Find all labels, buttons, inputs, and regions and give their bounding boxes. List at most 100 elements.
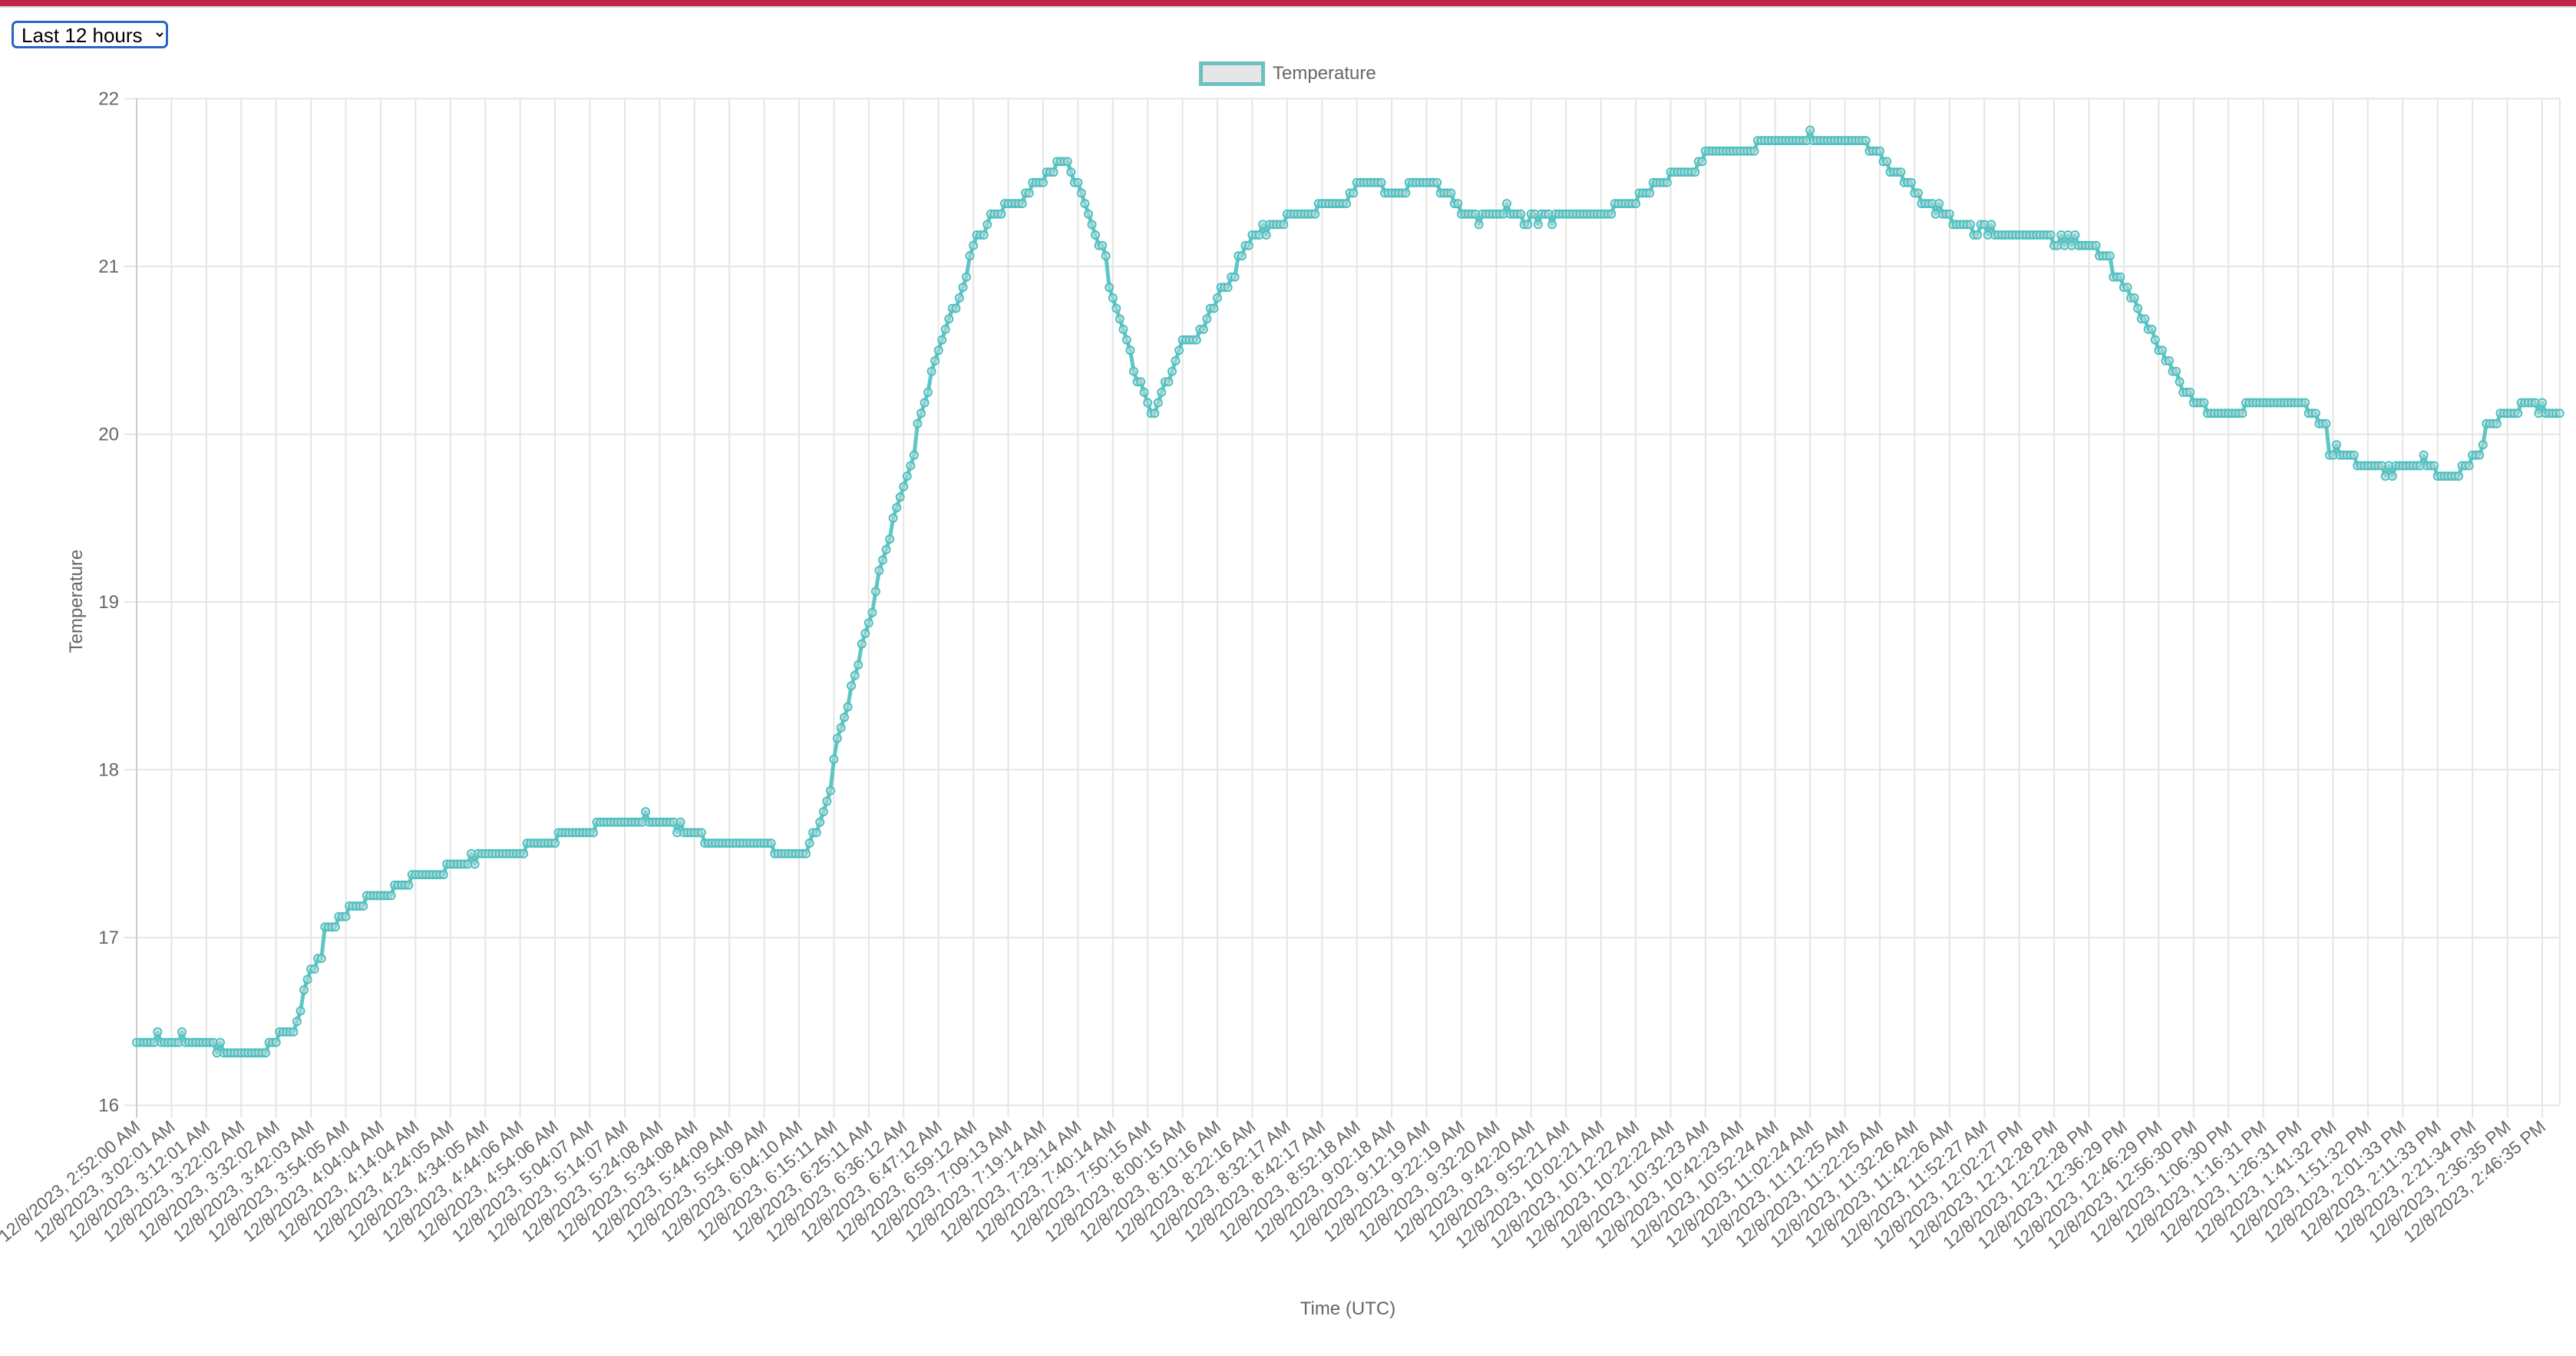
data-point xyxy=(1237,251,1247,261)
data-point xyxy=(1121,335,1131,345)
time-range-select[interactable]: Last 12 hours xyxy=(12,21,168,48)
series-points-temperature xyxy=(132,125,2564,1058)
data-point xyxy=(2492,418,2502,428)
legend-swatch-temperature[interactable] xyxy=(1199,61,1265,86)
data-point xyxy=(1342,199,1352,209)
data-point xyxy=(2387,471,2397,481)
chart-legend[interactable]: Temperature xyxy=(1199,61,1376,86)
data-point xyxy=(2464,461,2474,471)
legend-label-temperature[interactable]: Temperature xyxy=(1273,63,1376,84)
data-point xyxy=(309,964,319,974)
data-point xyxy=(1432,177,1442,187)
data-point xyxy=(2199,398,2209,408)
data-point xyxy=(271,1037,281,1047)
data-point xyxy=(1261,230,1271,240)
data-point xyxy=(1038,177,1048,187)
data-point xyxy=(2157,346,2167,356)
data-point xyxy=(1631,199,1641,209)
data-point xyxy=(937,335,947,345)
data-point xyxy=(2300,398,2310,408)
data-point xyxy=(1401,188,1411,198)
data-point xyxy=(2115,272,2125,282)
data-point xyxy=(289,1027,299,1037)
data-point xyxy=(1024,188,1034,198)
data-point xyxy=(358,901,368,911)
data-point xyxy=(1157,387,1167,397)
y-tick-label: 21 xyxy=(98,256,119,277)
data-point xyxy=(906,461,916,471)
data-point xyxy=(1690,167,1700,177)
data-point xyxy=(1129,366,1138,376)
data-point xyxy=(2555,408,2564,418)
data-point xyxy=(2349,450,2359,460)
data-point xyxy=(951,303,961,313)
data-point xyxy=(1906,177,1916,187)
data-point xyxy=(1125,346,1135,356)
data-point xyxy=(2171,366,2181,376)
data-point xyxy=(850,670,860,680)
data-point xyxy=(641,807,651,817)
data-point xyxy=(1805,125,1815,135)
top-accent-bar xyxy=(0,0,2576,6)
data-point xyxy=(878,555,887,565)
data-point xyxy=(1547,220,1557,230)
data-point xyxy=(2310,408,2320,418)
data-point xyxy=(550,838,560,848)
data-point xyxy=(1986,220,1996,230)
data-point xyxy=(804,838,814,848)
data-point xyxy=(1062,157,1072,167)
data-point xyxy=(1017,199,1027,209)
data-point xyxy=(1376,177,1386,187)
data-point xyxy=(940,324,950,334)
data-point xyxy=(2070,230,2080,240)
data-point xyxy=(2321,418,2331,428)
data-point xyxy=(902,471,912,481)
data-point xyxy=(825,785,835,795)
data-point xyxy=(895,492,905,502)
data-point xyxy=(892,503,902,513)
data-point xyxy=(2429,461,2439,471)
data-point xyxy=(1230,272,1240,282)
data-point xyxy=(1474,220,1484,230)
data-point xyxy=(1087,220,1097,230)
data-point xyxy=(1934,199,1944,209)
data-point xyxy=(983,220,992,230)
data-point xyxy=(589,828,598,838)
data-point xyxy=(962,272,971,282)
data-point xyxy=(2140,314,2150,324)
data-point xyxy=(1516,209,1526,219)
data-point xyxy=(1108,293,1118,303)
data-point xyxy=(847,681,857,691)
data-point xyxy=(1073,177,1083,187)
data-point xyxy=(854,660,864,670)
data-point xyxy=(1139,387,1149,397)
data-point xyxy=(815,817,825,827)
data-point xyxy=(1213,293,1222,303)
data-point xyxy=(1896,167,1906,177)
data-point xyxy=(1944,209,1954,219)
data-point xyxy=(1150,408,1160,418)
data-point xyxy=(470,859,480,869)
data-point xyxy=(2513,408,2523,418)
data-point xyxy=(1202,314,1212,324)
data-point xyxy=(1049,167,1058,177)
data-point xyxy=(818,807,828,817)
data-point xyxy=(1136,377,1146,387)
data-point xyxy=(1533,220,1543,230)
data-point xyxy=(1098,240,1108,250)
data-point xyxy=(1973,230,1983,240)
data-point xyxy=(1115,314,1125,324)
y-tick-label: 16 xyxy=(98,1096,119,1116)
data-point xyxy=(1084,209,1093,219)
data-point xyxy=(2538,398,2547,408)
y-tick-label: 19 xyxy=(98,592,119,613)
data-point xyxy=(888,513,898,523)
data-point xyxy=(2185,387,2195,397)
data-point xyxy=(316,954,326,964)
data-point xyxy=(1223,283,1233,293)
data-point xyxy=(153,1027,163,1037)
data-point xyxy=(829,754,839,764)
y-tick-label: 18 xyxy=(98,760,119,781)
data-point xyxy=(696,828,706,838)
